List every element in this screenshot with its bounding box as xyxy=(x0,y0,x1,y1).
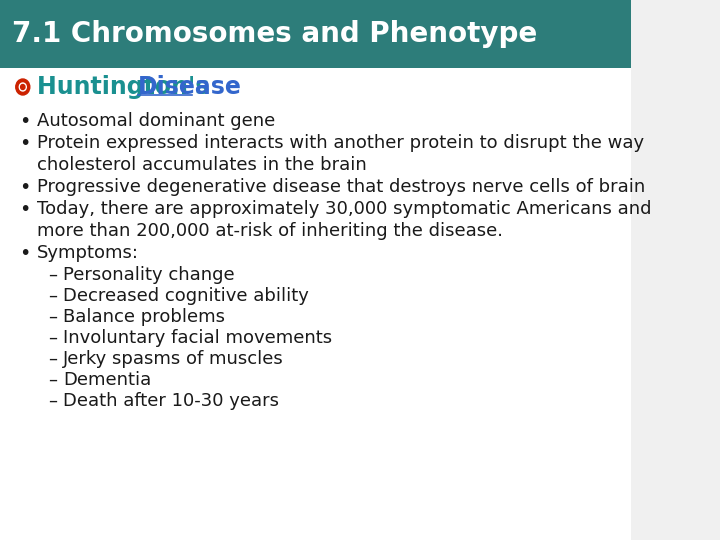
Text: cholesterol accumulates in the brain: cholesterol accumulates in the brain xyxy=(37,156,366,174)
Text: Huntington's: Huntington's xyxy=(37,75,217,99)
Text: Jerky spasms of muscles: Jerky spasms of muscles xyxy=(63,350,284,368)
Text: –: – xyxy=(48,329,57,347)
Text: Today, there are approximately 30,000 symptomatic Americans and: Today, there are approximately 30,000 sy… xyxy=(37,200,652,218)
Text: more than 200,000 at-risk of inheriting the disease.: more than 200,000 at-risk of inheriting … xyxy=(37,222,503,240)
Text: –: – xyxy=(48,350,57,368)
Text: Progressive degenerative disease that destroys nerve cells of brain: Progressive degenerative disease that de… xyxy=(37,178,645,196)
Text: –: – xyxy=(48,392,57,410)
Text: 7.1 Chromosomes and Phenotype: 7.1 Chromosomes and Phenotype xyxy=(12,20,538,48)
FancyBboxPatch shape xyxy=(0,0,631,68)
Text: –: – xyxy=(48,308,57,326)
Text: •: • xyxy=(19,134,30,153)
Text: •: • xyxy=(19,178,30,197)
Text: –: – xyxy=(48,266,57,284)
Text: Dementia: Dementia xyxy=(63,371,151,389)
Text: •: • xyxy=(19,244,30,263)
Circle shape xyxy=(19,83,27,91)
Text: Protein expressed interacts with another protein to disrupt the way: Protein expressed interacts with another… xyxy=(37,134,644,152)
Text: •: • xyxy=(19,112,30,131)
Text: –: – xyxy=(48,287,57,305)
Circle shape xyxy=(16,79,30,95)
Text: –: – xyxy=(48,371,57,389)
Text: Autosomal dominant gene: Autosomal dominant gene xyxy=(37,112,275,130)
Text: Personality change: Personality change xyxy=(63,266,235,284)
Text: Balance problems: Balance problems xyxy=(63,308,225,326)
Text: Symptoms:: Symptoms: xyxy=(37,244,139,262)
Text: Disease: Disease xyxy=(138,75,241,99)
Text: •: • xyxy=(19,200,30,219)
FancyBboxPatch shape xyxy=(0,68,631,540)
Text: Involuntary facial movements: Involuntary facial movements xyxy=(63,329,332,347)
Circle shape xyxy=(21,84,25,90)
Text: Decreased cognitive ability: Decreased cognitive ability xyxy=(63,287,309,305)
Text: Death after 10-30 years: Death after 10-30 years xyxy=(63,392,279,410)
